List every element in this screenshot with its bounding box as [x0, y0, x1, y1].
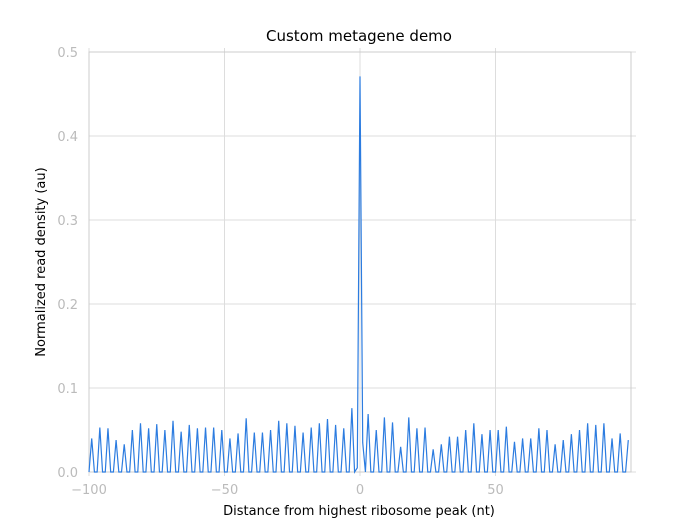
x-tick-label: −100 — [71, 483, 107, 498]
y-tick-label: 0.0 — [57, 466, 78, 481]
x-axis-label: Distance from highest ribosome peak (nt) — [223, 504, 495, 519]
plot-frame — [88, 51, 632, 473]
data-line — [88, 76, 629, 474]
x-tick-label: 0 — [356, 483, 364, 498]
y-tick-label: 0.3 — [57, 214, 78, 229]
x-tick-label: −50 — [211, 483, 238, 498]
y-tick-label: 0.1 — [57, 382, 78, 397]
y-axis-label: Normalized read density (au) — [34, 167, 49, 356]
y-tick-label: 0.5 — [57, 46, 78, 61]
x-tick-label: 50 — [487, 483, 504, 498]
y-tick-label: 0.4 — [57, 130, 78, 145]
chart-title: Custom metagene demo — [266, 27, 452, 45]
y-tick-label: 0.2 — [57, 298, 78, 313]
